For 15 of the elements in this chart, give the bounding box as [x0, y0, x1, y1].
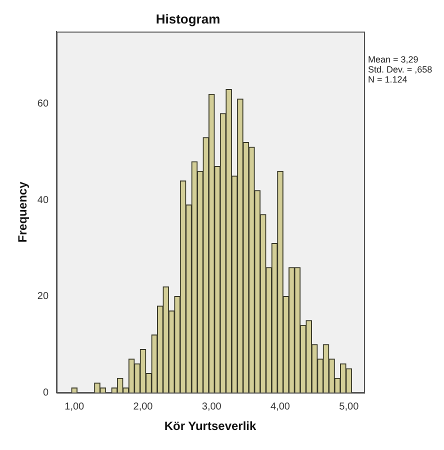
x-tick-label: 1,00 — [64, 401, 85, 412]
y-axis-title: Frequency — [16, 181, 30, 242]
x-axis-title: Kör Yurtseverlik — [164, 419, 256, 434]
y-tick-label: 20 — [37, 291, 49, 302]
text: Std. Dev. = ,658 — [368, 64, 432, 75]
x-tick-label: 5,00 — [339, 401, 360, 412]
x-tick-label: 3,00 — [202, 401, 222, 412]
y-tick-label: 40 — [37, 194, 49, 206]
y-tick-label: 60 — [37, 98, 49, 110]
text: Mean = 3,29 — [368, 54, 418, 65]
x-tick-label: 2,00 — [133, 401, 154, 412]
chart-title: Histogram — [156, 11, 220, 26]
x-tick-label: 4,00 — [270, 401, 290, 412]
text: N = 1.124 — [368, 74, 408, 85]
y-tick-label: 0 — [42, 387, 49, 398]
